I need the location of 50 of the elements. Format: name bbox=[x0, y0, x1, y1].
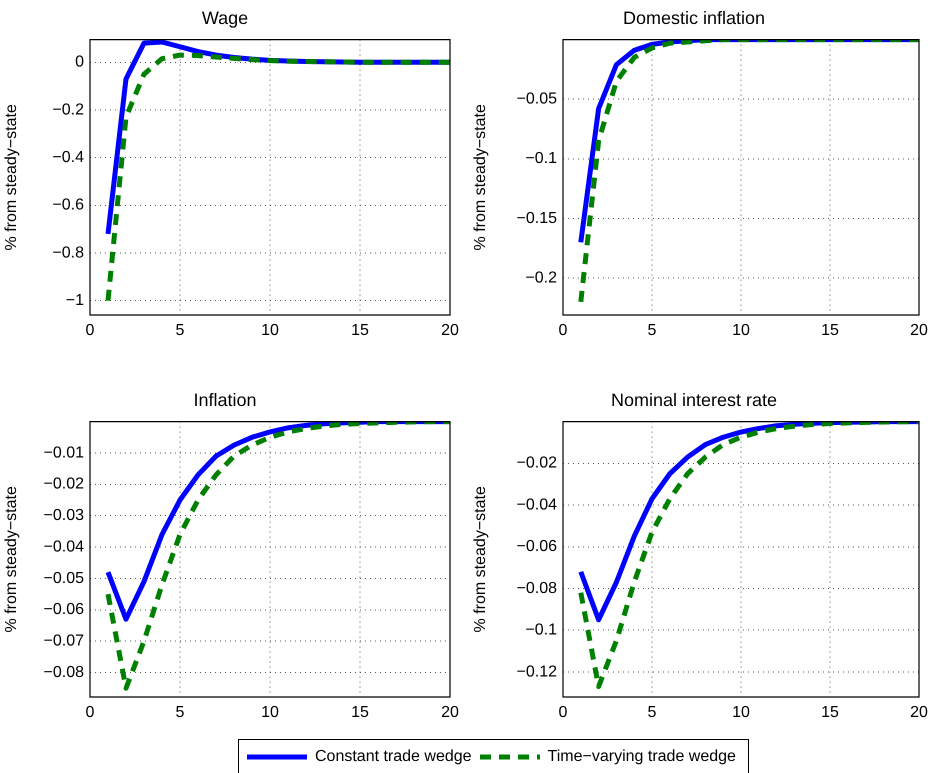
y-tick-label: −0.1 bbox=[525, 622, 558, 639]
legend-label: Time−varying trade wedge bbox=[548, 748, 736, 766]
chart-title: Domestic inflation bbox=[622, 8, 766, 28]
x-tick-label: 10 bbox=[732, 322, 750, 340]
y-tick-label: −0.6 bbox=[52, 196, 84, 214]
y-tick-label: −0.01 bbox=[44, 444, 84, 462]
x-tick-label: 10 bbox=[732, 704, 750, 722]
y-tick-label: −0.02 bbox=[516, 454, 558, 472]
y-tick-label: −0.15 bbox=[516, 210, 558, 227]
y-axis-title: % from steady−state bbox=[472, 104, 490, 250]
x-tick-label: 5 bbox=[648, 322, 657, 340]
x-tick-label: 20 bbox=[910, 322, 928, 340]
x-tick-label: 20 bbox=[441, 322, 459, 340]
x-tick-label: 5 bbox=[176, 704, 185, 722]
y-tick-label: −0.06 bbox=[44, 601, 84, 618]
legend-label: Constant trade wedge bbox=[315, 748, 472, 766]
x-tick-label: 10 bbox=[261, 322, 279, 340]
y-tick-label: −0.2 bbox=[525, 269, 558, 286]
x-tick-label: 15 bbox=[351, 322, 369, 340]
y-axis-title: % from steady−state bbox=[3, 486, 20, 632]
y-tick-label: −0.04 bbox=[44, 538, 84, 556]
y-tick-label: −0.07 bbox=[44, 632, 84, 650]
y-tick-label: −0.02 bbox=[44, 476, 84, 493]
x-tick-label: 20 bbox=[441, 704, 459, 722]
y-axis-title: % from steady−state bbox=[472, 486, 490, 632]
y-tick-label: −0.2 bbox=[52, 101, 84, 118]
x-tick-label: 5 bbox=[648, 704, 657, 722]
y-axis-title: % from steady−state bbox=[3, 104, 20, 250]
y-tick-label: −0.1 bbox=[525, 150, 558, 168]
y-tick-label: −1 bbox=[66, 292, 84, 310]
y-tick-label: −0.05 bbox=[44, 570, 84, 587]
x-tick-label: 15 bbox=[821, 704, 839, 722]
y-tick-label: −0.08 bbox=[516, 580, 558, 597]
y-tick-label: −0.8 bbox=[52, 244, 84, 262]
y-tick-label: −0.03 bbox=[44, 507, 84, 524]
y-tick-label: −0.04 bbox=[516, 496, 558, 514]
y-tick-label: −0.4 bbox=[52, 149, 84, 166]
y-tick-label: −0.05 bbox=[516, 90, 558, 108]
y-tick-label: −0.06 bbox=[516, 538, 558, 556]
x-tick-label: 15 bbox=[821, 322, 839, 340]
y-tick-label: −0.08 bbox=[44, 664, 84, 681]
x-tick-label: 5 bbox=[176, 322, 185, 340]
x-tick-label: 10 bbox=[261, 704, 279, 722]
chart-title: Inflation bbox=[193, 390, 257, 410]
x-tick-label: 20 bbox=[910, 704, 928, 722]
chart-title: Wage bbox=[202, 8, 248, 28]
x-tick-label: 15 bbox=[351, 704, 369, 722]
y-tick-label: −0.12 bbox=[516, 663, 558, 680]
chart-title: Nominal interest rate bbox=[610, 390, 778, 410]
y-tick-label: 0 bbox=[75, 54, 84, 71]
